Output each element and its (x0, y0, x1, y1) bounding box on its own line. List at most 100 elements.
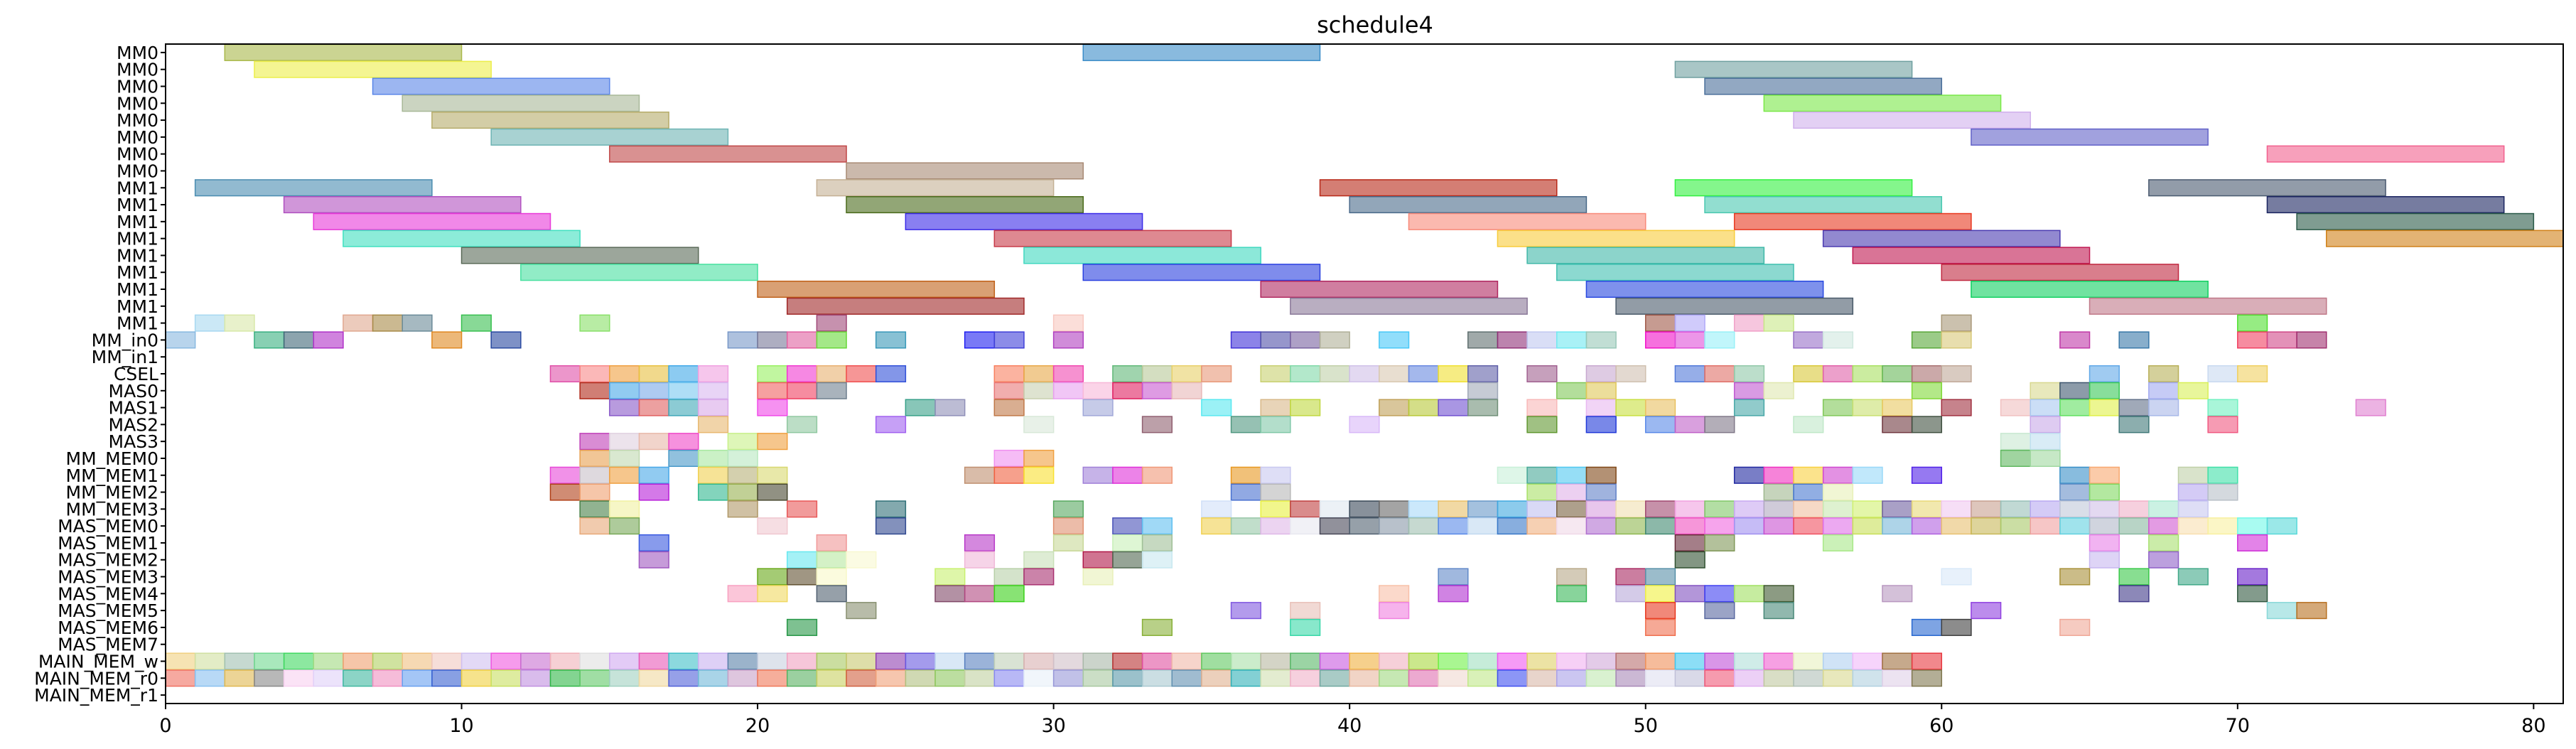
task-bar (1882, 669, 1913, 687)
task-bar (1941, 517, 1972, 535)
task-bar (1674, 314, 1705, 332)
task-bar (993, 365, 1025, 383)
task-bar (579, 483, 610, 501)
task-bar (1644, 517, 1676, 535)
task-bar (1763, 95, 2002, 112)
task-bar (1526, 669, 1558, 687)
task-bar (1112, 669, 1143, 687)
task-bar (1379, 331, 1410, 349)
task-bar (1201, 399, 1232, 416)
task-bar (757, 568, 788, 586)
task-bar (1704, 77, 1943, 95)
task-bar (579, 669, 610, 687)
task-bar (1052, 669, 1084, 687)
task-bar (2059, 517, 2091, 535)
task-bar (698, 466, 729, 484)
task-bar (1556, 669, 1588, 687)
task-bar (786, 331, 818, 349)
task-bar (846, 365, 877, 383)
task-bar (165, 669, 196, 687)
task-bar (2237, 314, 2268, 332)
task-bar (1260, 365, 1291, 383)
task-bar (1852, 500, 1883, 518)
task-bar (431, 652, 463, 670)
task-bar (1408, 652, 1439, 670)
task-bar (2237, 331, 2268, 349)
task-bar (1141, 669, 1173, 687)
task-bar (1349, 669, 1380, 687)
task-bar (1822, 365, 1854, 383)
task-bar (1882, 652, 1913, 670)
task-bar (1438, 365, 1469, 383)
task-bar (1941, 399, 1972, 416)
task-bar (2237, 365, 2268, 383)
task-bar (2059, 331, 2091, 349)
task-bar (609, 399, 640, 416)
task-bar (1644, 602, 1676, 620)
task-bar (1260, 669, 1291, 687)
task-bar (993, 585, 1025, 603)
task-bar (520, 652, 551, 670)
task-bar (1290, 399, 1321, 416)
task-bar (698, 652, 729, 670)
task-bar (2089, 500, 2120, 518)
task-bar (816, 534, 847, 552)
task-bar (1467, 500, 1499, 518)
task-bar (1497, 517, 1528, 535)
task-bar (1704, 500, 1735, 518)
task-bar (786, 669, 818, 687)
task-bar (402, 652, 433, 670)
y-tick-label: MM0 (117, 144, 158, 165)
task-bar (1319, 652, 1350, 670)
x-tick-label: 40 (1337, 715, 1362, 737)
task-bar (490, 128, 729, 146)
task-bar (1023, 551, 1055, 569)
task-bar (1585, 399, 1617, 416)
task-bar (1467, 382, 1499, 399)
task-bar (964, 331, 996, 349)
task-bar (1230, 416, 1261, 433)
task-bar (1379, 585, 1410, 603)
task-bar (609, 652, 640, 670)
task-bar (1201, 652, 1232, 670)
task-bar (1082, 43, 1321, 61)
task-bar (1438, 517, 1469, 535)
task-bar (2207, 466, 2238, 484)
task-bar (1674, 517, 1705, 535)
task-bar (1585, 500, 1617, 518)
task-bar (1260, 416, 1291, 433)
task-bar (2118, 500, 2150, 518)
task-bar (313, 669, 344, 687)
task-bar (1467, 652, 1499, 670)
task-bar (549, 652, 581, 670)
task-bar (1052, 500, 1084, 518)
task-bar (1911, 466, 1943, 484)
task-bar (993, 382, 1025, 399)
task-bar (1822, 669, 1854, 687)
task-bar (1082, 264, 1321, 281)
task-bar (2059, 568, 2091, 586)
x-tick-label: 20 (745, 715, 770, 737)
task-bar (1230, 466, 1261, 484)
task-bar (1733, 585, 1765, 603)
task-bar (1556, 568, 1588, 586)
task-bar (1141, 551, 1173, 569)
task-bar (1615, 500, 1647, 518)
task-bar (1911, 517, 1943, 535)
task-bar (2266, 602, 2297, 620)
task-bar (254, 331, 285, 349)
task-bar (609, 669, 640, 687)
task-bar (1941, 500, 1972, 518)
task-bar (1467, 399, 1499, 416)
task-bar (1438, 669, 1469, 687)
task-bar (1822, 230, 2061, 247)
task-bar (343, 314, 374, 332)
task-bar (1141, 652, 1173, 670)
task-bar (1911, 618, 1943, 636)
task-bar (254, 669, 285, 687)
task-bar (254, 652, 285, 670)
task-bar (609, 145, 847, 163)
task-bar (1379, 500, 1410, 518)
task-bar (934, 669, 966, 687)
task-bar (2207, 416, 2238, 433)
